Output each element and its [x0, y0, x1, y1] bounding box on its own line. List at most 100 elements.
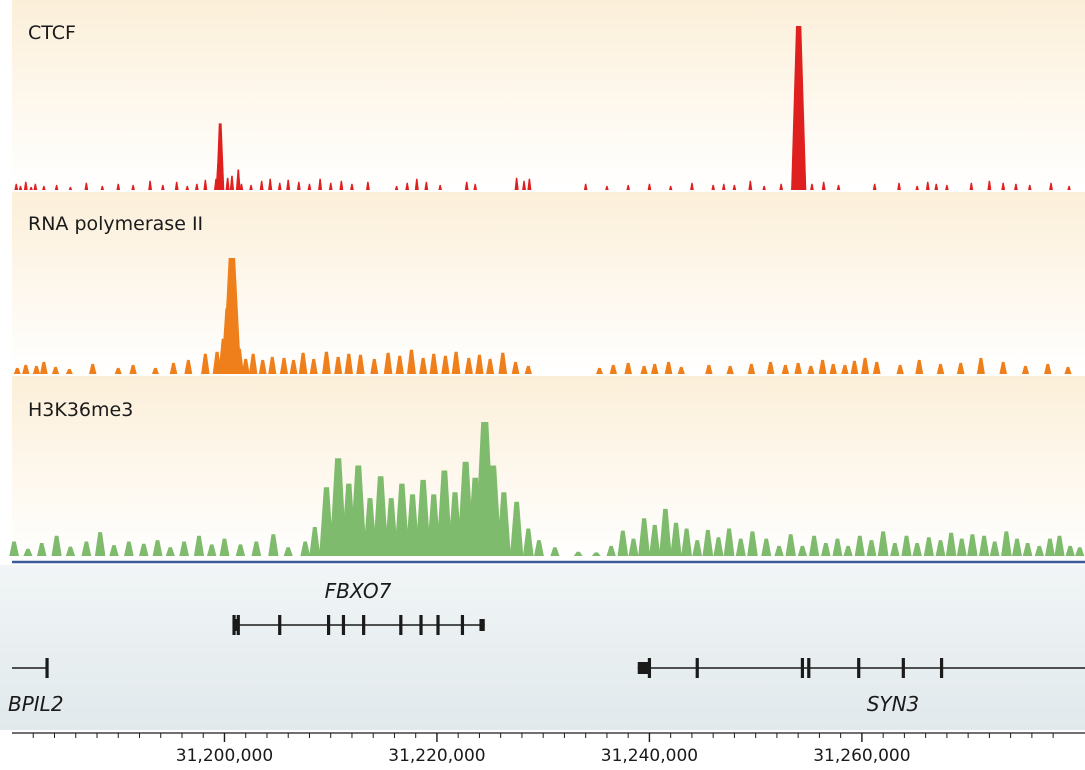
rna-polymerase-ii-peak — [22, 364, 30, 374]
gene-label-fbxo7: FBXO7 — [325, 579, 392, 603]
rna-polymerase-ii-signal — [13, 258, 1072, 374]
h3k36me3-peak — [713, 537, 724, 556]
rna-polymerase-ii-peak — [841, 364, 849, 374]
ctcf-peak — [897, 182, 901, 190]
ctcf-peak — [762, 185, 766, 190]
h3k36me3-peak — [979, 535, 990, 556]
rna-polymerase-ii-peak — [241, 358, 250, 374]
x-tick-0: 31,200,000 — [176, 733, 273, 766]
h3k36me3-peak — [65, 546, 76, 556]
h3k36me3-peak — [821, 543, 831, 556]
h3k36me3-peak — [283, 547, 293, 556]
rna-polymerase-ii-peak — [89, 363, 97, 374]
ctcf-peak — [339, 180, 344, 190]
h3k36me3-peak — [774, 545, 784, 556]
ctcf-peak — [277, 182, 282, 190]
ctcf-peak — [821, 181, 826, 190]
ctcf-peak — [836, 184, 841, 190]
h3k36me3-peak — [394, 483, 410, 556]
rna-polymerase-ii-peak — [850, 360, 859, 374]
gene-fbxo7-exon — [236, 615, 240, 635]
gene-annotation-panel: FBXO7 BPIL2 SYN3 — [0, 565, 1085, 730]
rna-polymerase-ii-peak — [1044, 363, 1052, 374]
ctcf-peak — [722, 183, 726, 190]
rna-polymerase-ii-peak — [451, 351, 461, 374]
h3k36me3-peak — [109, 545, 119, 556]
ctcf-peak — [1001, 182, 1006, 190]
gene-fbxo7-exon — [436, 615, 440, 635]
h3k36me3-peak — [510, 501, 524, 556]
x-axis: 31,200,000 31,220,000 31,240,000 31,260,… — [12, 732, 1085, 766]
ctcf-peak — [229, 175, 234, 190]
ctcf-peak — [945, 184, 949, 190]
gene-fbxo7-exon — [460, 615, 465, 635]
h3k36me3-peak — [534, 540, 544, 556]
ctcf-peak — [791, 26, 807, 190]
rna-polymerase-ii-peak — [818, 359, 827, 374]
ctcf-peak — [1014, 183, 1018, 190]
ctcf-peak — [987, 180, 992, 190]
gene-syn3-exon — [807, 658, 811, 678]
h3k36me3-peak — [522, 528, 534, 556]
h3k36me3-peak — [945, 532, 957, 556]
rna-polymerase-ii-peak — [956, 362, 965, 374]
rna-polymerase-ii-peak — [114, 367, 122, 374]
ctcf-peak — [583, 183, 588, 190]
h3k36me3-peak — [124, 541, 134, 556]
x-tick-2: 31,240,000 — [601, 733, 698, 766]
h3k36me3-signal — [9, 422, 1085, 556]
rna-polymerase-ii-peak — [258, 359, 267, 374]
ctcf-peak — [235, 169, 241, 190]
ctcf-peak — [68, 186, 73, 190]
rna-polymerase-ii-peak — [726, 365, 734, 374]
ctcf-peak — [148, 180, 152, 190]
h3k36me3-peak — [989, 541, 1000, 556]
h3k36me3-peak — [877, 531, 889, 556]
ctcf-peak — [296, 181, 301, 190]
ctcf-peak — [350, 183, 354, 190]
ctcf-peak — [801, 180, 806, 190]
gene-syn3-exon — [857, 658, 861, 678]
ctcf-peak — [394, 185, 399, 190]
gene-fbxo7-exon — [326, 615, 331, 635]
rna-polymerase-ii-peak — [407, 349, 416, 374]
ctcf-peak — [732, 184, 737, 190]
h3k36me3-peak — [372, 476, 389, 556]
rna-polymerase-ii-peak — [1064, 366, 1072, 374]
ctcf-peak — [872, 183, 877, 190]
h3k36me3-peak — [628, 538, 639, 556]
h3k36me3-peak — [681, 528, 692, 556]
rna-polymerase-ii-peak — [309, 358, 318, 374]
gene-models — [12, 615, 1085, 678]
rna-polymerase-ii-peak — [999, 361, 1007, 374]
rna-polymerase-ii-peak — [872, 361, 881, 374]
ctcf-peak — [100, 185, 105, 190]
h3k36me3-peak — [1045, 538, 1055, 556]
gene-fbxo7-exon — [399, 615, 403, 635]
rna-polymerase-ii-peak — [861, 357, 870, 374]
ctcf-peak — [464, 181, 469, 190]
rna-polymerase-ii-peak — [677, 366, 685, 374]
ctcf-peak — [748, 180, 753, 190]
h3k36me3-peak — [23, 548, 33, 556]
ctcf-peak — [328, 182, 333, 190]
h3k36me3-peak — [1012, 538, 1022, 556]
h3k36me3-peak — [659, 508, 672, 556]
x-tick-1: 31,220,000 — [388, 733, 486, 766]
h3k36me3-peak — [735, 538, 746, 556]
rna-polymerase-ii-peak — [766, 361, 775, 374]
h3k36me3-peak — [866, 540, 877, 556]
h3k36me3-peak — [1022, 543, 1033, 556]
track-h3k36me3-background — [12, 376, 1085, 560]
rna-polymerase-ii-peak — [524, 365, 532, 374]
ctcf-peak — [268, 178, 273, 190]
ctcf-peak — [668, 185, 673, 190]
ctcf-peak — [54, 184, 59, 190]
rna-polymerase-ii-peak — [395, 355, 404, 374]
ctcf-peak — [195, 183, 199, 190]
rna-polymerase-ii-peak — [52, 366, 60, 374]
h3k36me3-peak — [809, 535, 820, 556]
h3k36me3-peak — [235, 544, 246, 556]
ctcf-peak — [810, 183, 814, 190]
x-axis-minor-ticks — [32, 733, 1054, 738]
